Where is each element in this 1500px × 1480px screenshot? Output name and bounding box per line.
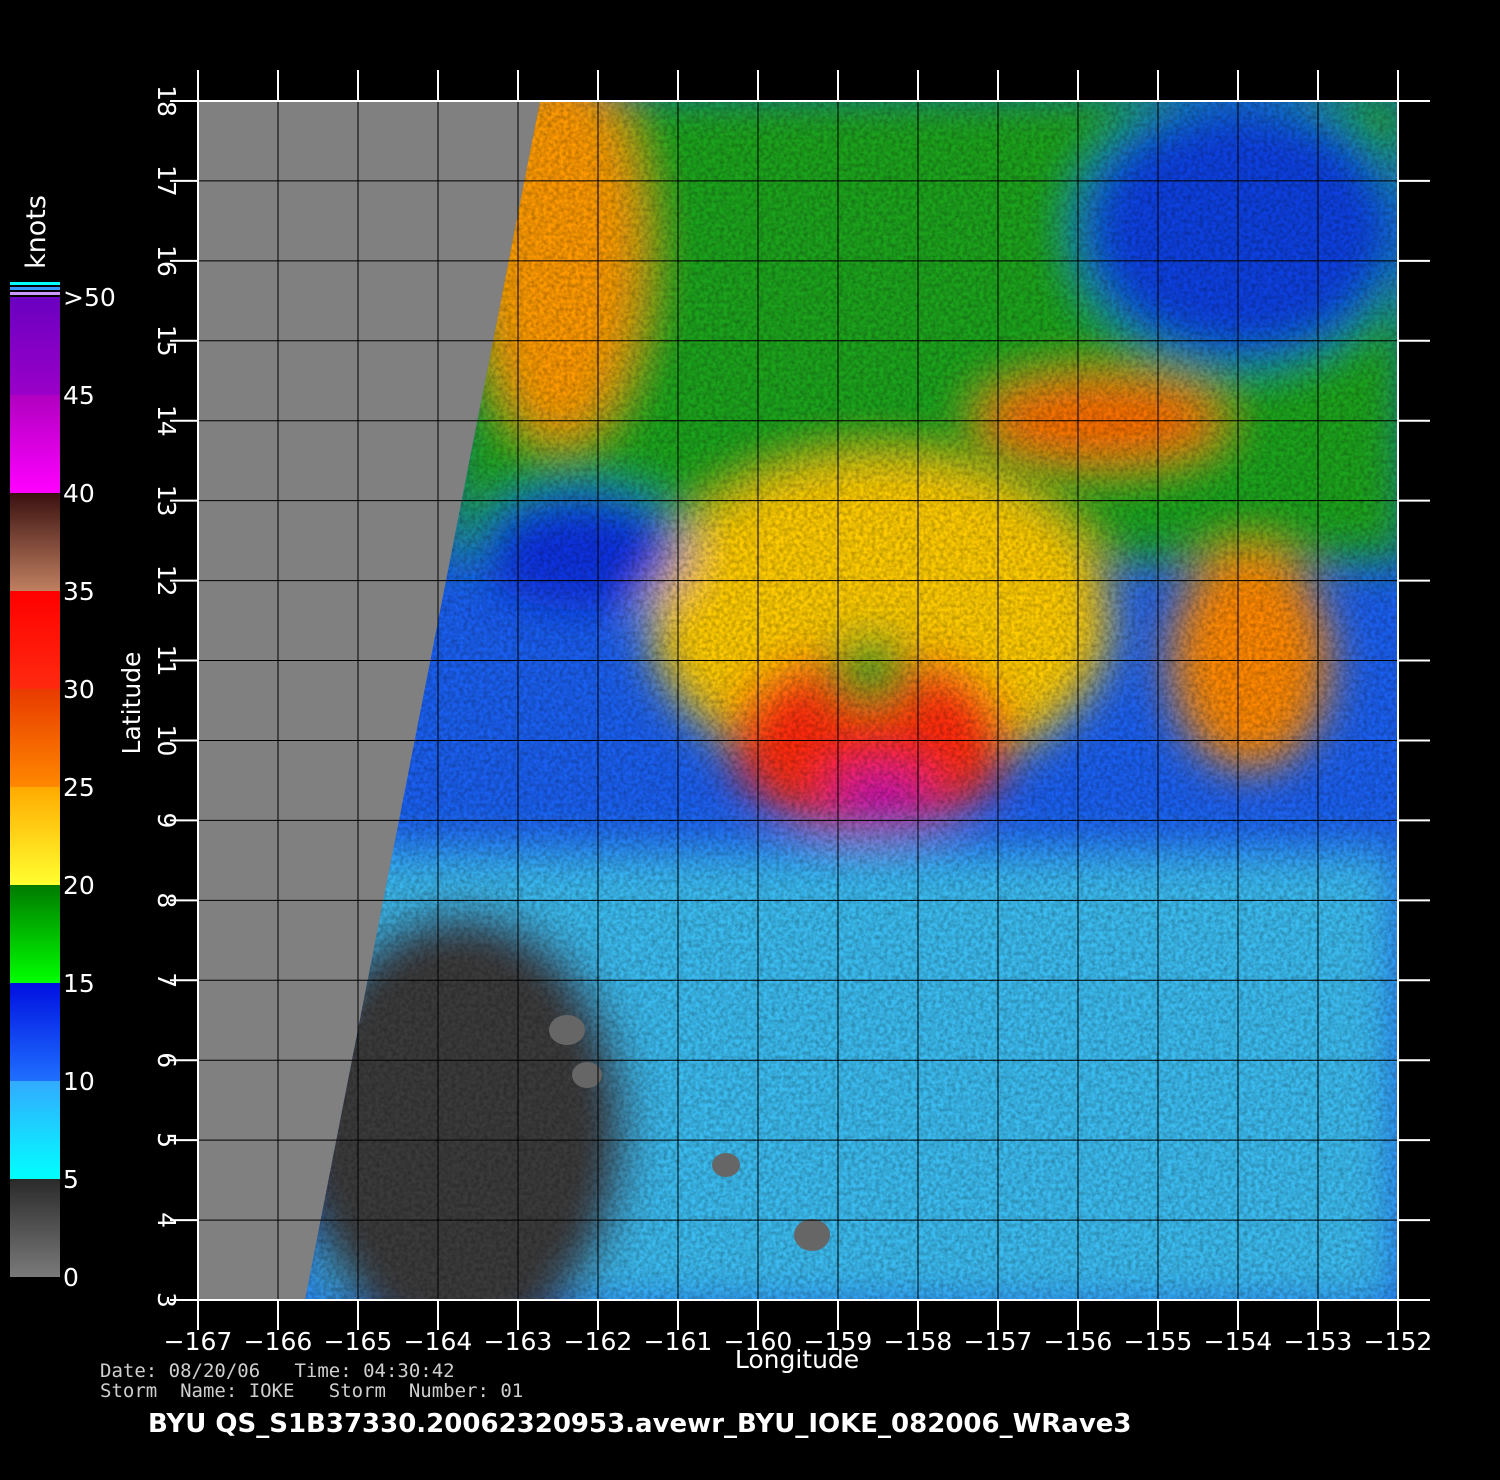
colorbar-segment (10, 297, 60, 395)
colorbar-tick-label: 30 (63, 675, 95, 704)
y-tick-label: 10 (152, 725, 181, 757)
x-tick-label: −165 (324, 1327, 393, 1356)
colorbar-segment (10, 689, 60, 787)
y-tick-label: 4 (152, 1212, 181, 1228)
x-tick-label: −164 (404, 1327, 473, 1356)
y-tick-label: 8 (152, 892, 181, 908)
plot-frame (197, 100, 1399, 1301)
y-tick-label: 18 (152, 85, 181, 117)
y-tick-label: 15 (152, 325, 181, 357)
y-tick-label: 14 (152, 405, 181, 437)
x-tick-label: −154 (1204, 1327, 1273, 1356)
y-tick-label: 7 (152, 972, 181, 988)
y-axis-label: Latitude (117, 652, 146, 755)
x-tick-label: −159 (804, 1327, 873, 1356)
colorbar-tick-label: 10 (63, 1067, 95, 1096)
x-tick-label: −166 (244, 1327, 313, 1356)
colorbar-tick-label: 5 (63, 1165, 79, 1194)
y-tick-label: 11 (152, 645, 181, 677)
colorbar-segment (10, 493, 60, 591)
x-tick-label: −152 (1364, 1327, 1433, 1356)
x-tick-label: −160 (724, 1327, 793, 1356)
colorbar-tick-label: 25 (63, 773, 95, 802)
y-tick-label: 3 (152, 1292, 181, 1308)
x-tick-label: −156 (1044, 1327, 1113, 1356)
colorbar-label: knots (21, 195, 52, 269)
storm-line: Storm Name: IOKE Storm Number: 01 (100, 1380, 523, 1402)
y-tick-label: 16 (152, 245, 181, 277)
x-tick-label: −157 (964, 1327, 1033, 1356)
x-tick-label: −161 (644, 1327, 713, 1356)
colorbar-segment (10, 1081, 60, 1179)
colorbar-tick-label: 40 (63, 479, 95, 508)
x-tick-label: −155 (1124, 1327, 1193, 1356)
y-tick-label: 9 (152, 812, 181, 828)
colorbar-cap (10, 282, 60, 295)
colorbar-segment (10, 1179, 60, 1277)
colorbar-segment (10, 591, 60, 689)
colorbar-tick-label: >50 (63, 283, 116, 312)
x-tick-label: −167 (164, 1327, 233, 1356)
y-tick-label: 12 (152, 565, 181, 597)
y-tick-label: 6 (152, 1052, 181, 1068)
colorbar-tick-label: 35 (63, 577, 95, 606)
colorbar-segment (10, 885, 60, 983)
file-title: BYU QS_S1B37330.20062320953.avewr_BYU_IO… (148, 1409, 1132, 1439)
colorbar-tick-label: 20 (63, 871, 95, 900)
y-tick-label: 17 (152, 165, 181, 197)
date-line: Date: 08/20/06 Time: 04:30:42 (100, 1360, 455, 1382)
y-tick-label: 5 (152, 1132, 181, 1148)
colorbar-tick-label: 15 (63, 969, 95, 998)
y-tick-label: 13 (152, 485, 181, 517)
colorbar-tick-label: 45 (63, 381, 95, 410)
x-tick-label: −153 (1284, 1327, 1353, 1356)
colorbar-segment (10, 395, 60, 493)
x-tick-label: −162 (564, 1327, 633, 1356)
islands (549, 1015, 830, 1251)
x-axis-label: Longitude (735, 1345, 859, 1374)
colorbar-segment (10, 983, 60, 1081)
colorbar-segment (10, 787, 60, 885)
x-tick-label: −163 (484, 1327, 553, 1356)
colorbar-tick-label: 0 (63, 1263, 79, 1292)
x-tick-label: −158 (884, 1327, 953, 1356)
